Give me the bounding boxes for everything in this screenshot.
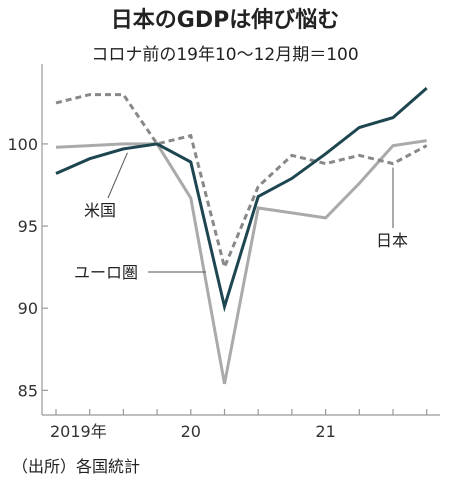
series-label-japan: 日本 — [376, 231, 408, 250]
source-note: （出所）各国統計 — [12, 457, 141, 476]
series-line-us — [55, 86, 428, 313]
x-tick-label: 20 — [181, 422, 201, 441]
lines-layer — [55, 86, 428, 385]
x-tick-label: 21 — [315, 422, 335, 441]
y-tick-label: 90 — [18, 299, 38, 318]
axes-layer: 85 90 95 100 2019年 20 21 — [7, 64, 440, 441]
chart-title: 日本のGDPは伸び悩む — [110, 8, 340, 33]
series-label-us: 米国 — [84, 201, 116, 220]
us-leader-line — [107, 152, 128, 199]
chart-subtitle: コロナ前の19年10〜12月期＝100 — [91, 45, 359, 65]
y-tick-label: 85 — [18, 381, 38, 400]
series-line-japan — [55, 93, 428, 272]
y-tick-label: 95 — [18, 217, 38, 236]
x-tick-label: 2019年 — [50, 422, 107, 441]
y-tick-label: 100 — [7, 135, 38, 154]
series-line-euro — [55, 139, 427, 385]
series-label-euro: ユーロ圏 — [74, 263, 138, 282]
